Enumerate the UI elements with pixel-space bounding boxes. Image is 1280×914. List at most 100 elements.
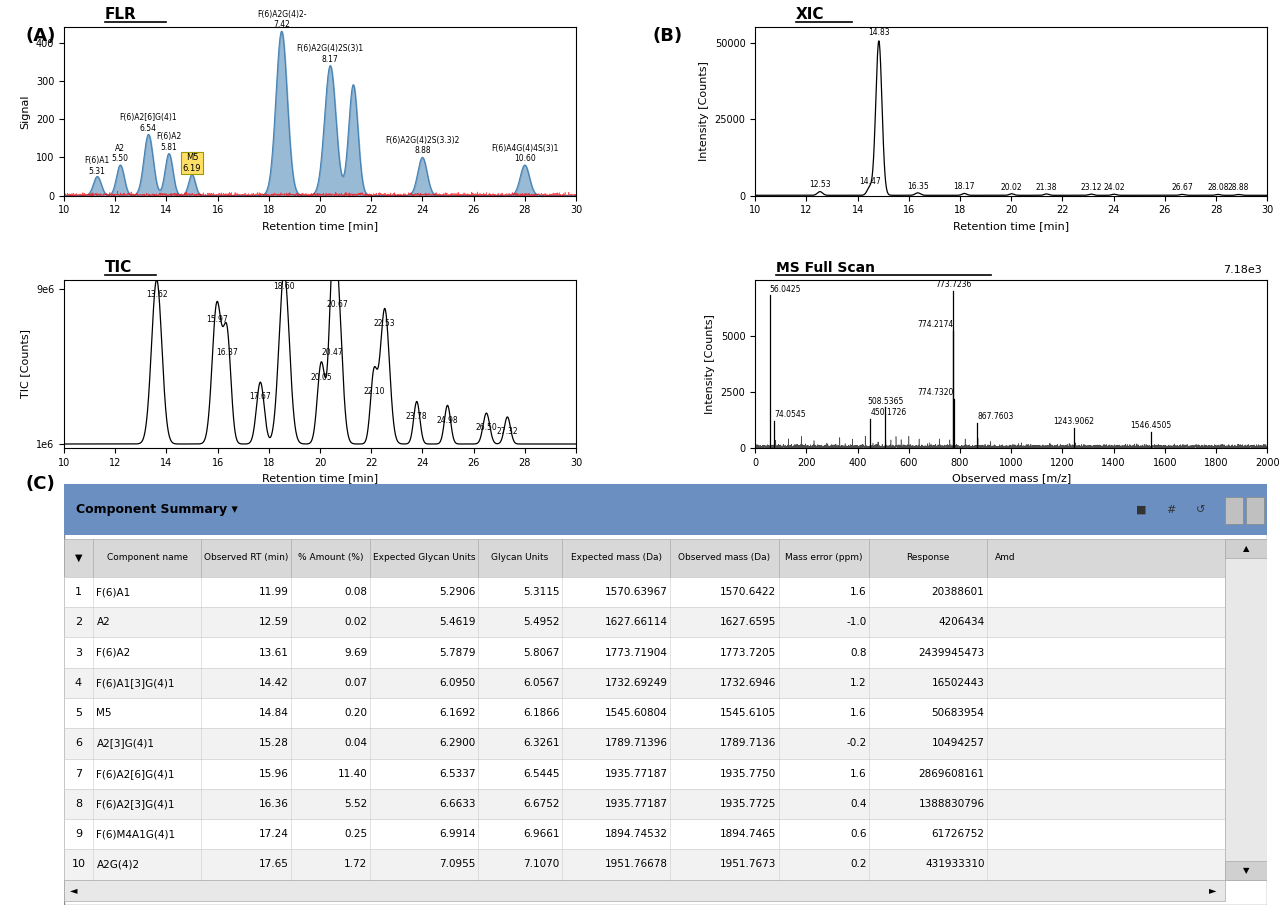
FancyBboxPatch shape (64, 484, 1267, 535)
Text: 20.67: 20.67 (326, 300, 348, 309)
Text: 1.6: 1.6 (850, 769, 867, 779)
Text: 1935.7725: 1935.7725 (719, 799, 776, 809)
Text: ▼: ▼ (74, 553, 82, 563)
FancyBboxPatch shape (1225, 497, 1243, 525)
Text: 23.78: 23.78 (406, 412, 428, 420)
Text: 6: 6 (76, 739, 82, 749)
Text: 1.6: 1.6 (850, 708, 867, 718)
X-axis label: Retention time [min]: Retention time [min] (262, 473, 378, 484)
Text: 0.8: 0.8 (850, 648, 867, 657)
Text: 5.3115: 5.3115 (524, 587, 559, 597)
Text: 20388601: 20388601 (932, 587, 984, 597)
Text: M5: M5 (96, 708, 111, 718)
Text: 7: 7 (74, 769, 82, 779)
Text: 6.2900: 6.2900 (439, 739, 475, 749)
Text: 4206434: 4206434 (938, 617, 984, 627)
Text: 1951.76678: 1951.76678 (605, 859, 668, 869)
Text: 1951.7673: 1951.7673 (719, 859, 776, 869)
Text: ■: ■ (1135, 505, 1146, 515)
Text: 1627.66114: 1627.66114 (605, 617, 668, 627)
Text: 1570.63967: 1570.63967 (605, 587, 668, 597)
Text: 1545.60804: 1545.60804 (605, 708, 668, 718)
FancyBboxPatch shape (64, 789, 1225, 819)
Text: 24.02: 24.02 (1103, 183, 1125, 192)
Text: 6.5445: 6.5445 (524, 769, 559, 779)
FancyBboxPatch shape (1245, 497, 1263, 525)
Text: ▼: ▼ (1243, 866, 1249, 875)
Text: 0.4: 0.4 (850, 799, 867, 809)
Text: ↺: ↺ (1197, 505, 1206, 515)
Text: F(6)A1[3]G(4)1: F(6)A1[3]G(4)1 (96, 678, 175, 688)
Text: 508.5365: 508.5365 (867, 397, 904, 406)
Text: F(6)A4G(4)4S(3)1
10.60: F(6)A4G(4)4S(3)1 10.60 (492, 143, 558, 163)
Text: 18.60: 18.60 (274, 282, 294, 292)
Text: 8: 8 (74, 799, 82, 809)
Text: 24.98: 24.98 (436, 416, 458, 425)
Text: Glycan Units: Glycan Units (492, 554, 549, 562)
Text: 6.5337: 6.5337 (439, 769, 475, 779)
Text: 14.84: 14.84 (259, 708, 289, 718)
Text: A2[3]G(4)1: A2[3]G(4)1 (96, 739, 155, 749)
Text: A2G(4)2: A2G(4)2 (96, 859, 140, 869)
Y-axis label: TIC [Counts]: TIC [Counts] (20, 329, 31, 399)
Y-axis label: Signal: Signal (20, 94, 31, 129)
Text: 0.2: 0.2 (850, 859, 867, 869)
Text: 5.4952: 5.4952 (524, 617, 559, 627)
Text: 50683954: 50683954 (932, 708, 984, 718)
Text: 6.9914: 6.9914 (439, 829, 475, 839)
Text: 0.02: 0.02 (344, 617, 367, 627)
Text: 16.35: 16.35 (908, 182, 928, 191)
Text: 1732.6946: 1732.6946 (719, 678, 776, 688)
Text: 14.83: 14.83 (868, 27, 890, 37)
Text: 1894.74532: 1894.74532 (605, 829, 668, 839)
Text: 0.04: 0.04 (344, 739, 367, 749)
Text: F(6)A2
5.81: F(6)A2 5.81 (156, 133, 182, 152)
Text: Amd: Amd (995, 554, 1015, 562)
Text: 23.12: 23.12 (1080, 183, 1102, 192)
FancyBboxPatch shape (64, 484, 1267, 905)
Text: 0.08: 0.08 (344, 587, 367, 597)
Text: -1.0: -1.0 (846, 617, 867, 627)
Text: 1545.6105: 1545.6105 (721, 708, 776, 718)
Text: 15.97: 15.97 (206, 315, 228, 324)
Text: 2439945473: 2439945473 (918, 648, 984, 657)
Text: 7.1070: 7.1070 (524, 859, 559, 869)
Text: Component Summary ▾: Component Summary ▾ (76, 503, 238, 516)
FancyBboxPatch shape (64, 759, 1225, 789)
Text: 56.0425: 56.0425 (769, 284, 801, 293)
Text: 0.07: 0.07 (344, 678, 367, 688)
Text: A2
5.50: A2 5.50 (111, 143, 129, 163)
Text: 20.02: 20.02 (1001, 183, 1023, 192)
Text: 16502443: 16502443 (932, 678, 984, 688)
Text: Mass error (ppm): Mass error (ppm) (785, 554, 863, 562)
Text: 5.52: 5.52 (344, 799, 367, 809)
Text: 6.1692: 6.1692 (439, 708, 475, 718)
Text: 6.0567: 6.0567 (524, 678, 559, 688)
Text: 431933310: 431933310 (925, 859, 984, 869)
Text: 27.32: 27.32 (497, 427, 518, 436)
Text: ➖: ➖ (1228, 505, 1234, 515)
X-axis label: Observed mass [m/z]: Observed mass [m/z] (951, 473, 1071, 484)
FancyBboxPatch shape (64, 879, 1225, 900)
Text: 1773.7205: 1773.7205 (721, 648, 776, 657)
Text: 773.7236: 773.7236 (936, 280, 972, 289)
Text: 2: 2 (74, 617, 82, 627)
Text: 16.36: 16.36 (259, 799, 289, 809)
Text: M5
6.19: M5 6.19 (183, 154, 201, 173)
Text: 0.25: 0.25 (344, 829, 367, 839)
Text: Expected mass (Da): Expected mass (Da) (571, 554, 662, 562)
Text: 774.2174: 774.2174 (918, 321, 954, 329)
Text: 26.67: 26.67 (1171, 183, 1193, 192)
Text: 1773.71904: 1773.71904 (605, 648, 668, 657)
Text: 13.62: 13.62 (146, 290, 168, 299)
Text: 1.72: 1.72 (344, 859, 367, 869)
Text: 12.59: 12.59 (259, 617, 289, 627)
Text: A2: A2 (96, 617, 110, 627)
Text: FLR: FLR (105, 7, 137, 22)
Text: 7.18e3: 7.18e3 (1224, 265, 1262, 274)
Text: 15.28: 15.28 (259, 739, 289, 749)
Text: 9.69: 9.69 (344, 648, 367, 657)
Text: 1.6: 1.6 (850, 587, 867, 597)
Text: 15.96: 15.96 (259, 769, 289, 779)
Text: 6.9661: 6.9661 (524, 829, 559, 839)
